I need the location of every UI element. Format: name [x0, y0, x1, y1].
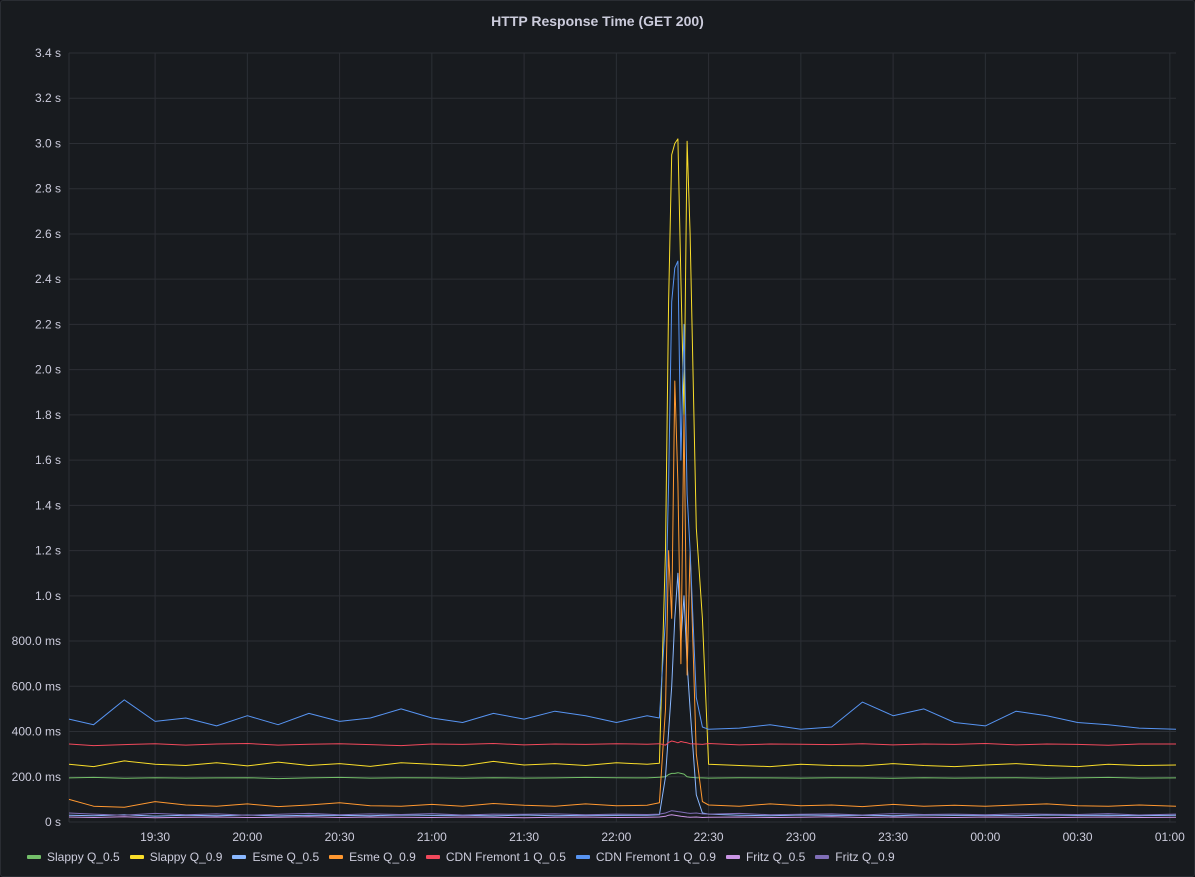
x-tick-label: 22:00 — [601, 830, 631, 844]
x-tick-label: 20:30 — [325, 830, 355, 844]
legend: Slappy Q_0.5 Slappy Q_0.9 Esme Q_0.5 Esm… — [27, 849, 905, 865]
y-tick-label: 2.0 s — [35, 363, 61, 377]
x-tick-label: 23:30 — [878, 830, 908, 844]
series-line-esme-q-0-5 — [68, 572, 1177, 817]
x-tick-label: 23:00 — [786, 830, 816, 844]
x-tick-label: 21:30 — [509, 830, 539, 844]
legend-swatch — [575, 855, 590, 859]
y-tick-label: 600.0 ms — [12, 679, 61, 693]
x-tick-label: 22:30 — [694, 830, 724, 844]
legend-label: Esme Q_0.5 — [252, 850, 320, 864]
y-tick-label: 1.2 s — [35, 544, 61, 558]
legend-label: Slappy Q_0.9 — [149, 850, 223, 864]
y-tick-label: 3.2 s — [35, 91, 61, 105]
y-tick-label: 200.0 ms — [12, 770, 61, 784]
series-line-slappy-q-0-9 — [68, 138, 1177, 768]
y-tick-label: 3.4 s — [35, 46, 61, 60]
legend-item-esme-q09[interactable]: Esme Q_0.9 — [329, 850, 416, 864]
legend-item-slappy-q09[interactable]: Slappy Q_0.9 — [129, 850, 223, 864]
y-tick-label: 2.4 s — [35, 272, 61, 286]
y-tick-label: 1.0 s — [35, 589, 61, 603]
legend-swatch — [232, 855, 247, 859]
x-tick-label: 19:30 — [140, 830, 170, 844]
x-tick-label: 00:00 — [970, 830, 1000, 844]
y-tick-label: 1.4 s — [35, 498, 61, 512]
legend-label: Fritz Q_0.9 — [835, 850, 895, 864]
series-line-slappy-q-0-5 — [68, 772, 1177, 780]
legend-label: Fritz Q_0.5 — [745, 850, 806, 864]
y-tick-label: 400.0 ms — [12, 725, 61, 739]
series-line-cdn-fremont-1-q-0-5 — [68, 740, 1176, 747]
y-tick-label: 1.6 s — [35, 453, 61, 467]
legend-swatch — [425, 855, 440, 859]
legend-item-cdn-fremont-q05[interactable]: CDN Fremont 1 Q_0.5 — [425, 850, 566, 864]
y-tick-label: 2.2 s — [35, 317, 61, 331]
series-line-fritz-q-0-5 — [68, 814, 1177, 819]
x-tick-label: 01:00 — [1155, 830, 1185, 844]
legend-label: Esme Q_0.9 — [349, 850, 416, 864]
legend-swatch — [27, 855, 41, 859]
legend-item-slappy-q05[interactable]: Slappy Q_0.5 — [27, 850, 120, 864]
series-line-fritz-q-0-9 — [68, 810, 1177, 816]
legend-swatch — [329, 855, 344, 859]
y-tick-label: 1.8 s — [35, 408, 61, 422]
y-tick-label: 2.8 s — [35, 182, 61, 196]
x-tick-label: 00:30 — [1063, 830, 1093, 844]
legend-label: CDN Fremont 1 Q_0.9 — [595, 850, 716, 864]
x-tick-label: 20:00 — [232, 830, 262, 844]
panel-title: HTTP Response Time (GET 200) — [491, 13, 704, 29]
series-line-esme-q-0-9 — [68, 380, 1177, 808]
legend-item-cdn-fremont-q09[interactable]: CDN Fremont 1 Q_0.9 — [575, 850, 716, 864]
legend-swatch — [725, 855, 740, 859]
y-tick-label: 800.0 ms — [12, 634, 61, 648]
y-tick-label: 0 s — [45, 815, 61, 829]
legend-swatch — [815, 855, 830, 859]
x-tick-label: 21:00 — [417, 830, 447, 844]
series-line-cdn-fremont-1-q-0-9 — [68, 260, 1177, 730]
legend-swatch — [129, 855, 144, 859]
legend-item-fritz-q09[interactable]: Fritz Q_0.9 — [815, 850, 895, 864]
y-tick-label: 2.6 s — [35, 227, 61, 241]
legend-item-esme-q05[interactable]: Esme Q_0.5 — [232, 850, 319, 864]
legend-label: CDN Fremont 1 Q_0.5 — [445, 850, 566, 864]
legend-item-fritz-q05[interactable]: Fritz Q_0.5 — [725, 850, 806, 864]
y-tick-label: 3.0 s — [35, 136, 61, 150]
legend-label: Slappy Q_0.5 — [47, 850, 120, 864]
